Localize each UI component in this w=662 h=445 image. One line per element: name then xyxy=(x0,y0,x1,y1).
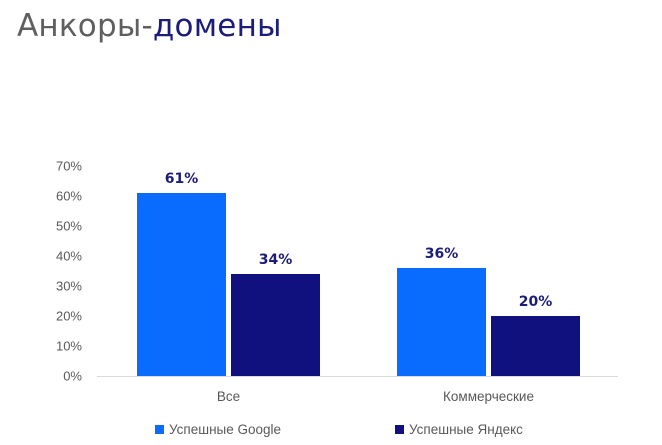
y-tick-label: 10% xyxy=(56,339,82,354)
y-axis-ticks: 0% 10% 20% 30% 40% 50% 60% 70% xyxy=(56,159,82,384)
y-tick-label: 30% xyxy=(56,279,82,294)
y-tick-label: 0% xyxy=(63,369,82,384)
bar-google-0 xyxy=(137,193,226,376)
y-tick-label: 70% xyxy=(56,159,82,174)
bar-yandex-1 xyxy=(491,316,580,376)
y-tick-label: 20% xyxy=(56,309,82,324)
legend-swatch-google xyxy=(155,425,164,434)
bar-yandex-0 xyxy=(231,274,320,376)
bar-google-1 xyxy=(397,268,486,376)
data-label: 36% xyxy=(425,246,459,262)
title-part-2: домены xyxy=(152,8,282,44)
y-tick-label: 60% xyxy=(56,189,82,204)
data-labels-group: 61% 36% 34% 20% xyxy=(165,171,553,310)
page-title: Анкоры-домены xyxy=(17,4,282,48)
category-labels-group: Все Коммерческие xyxy=(217,389,534,404)
legend: Успешные Google Успешные Яндекс xyxy=(155,422,523,437)
title-part-1: Анкоры- xyxy=(17,8,153,44)
legend-label-google: Успешные Google xyxy=(169,422,281,437)
y-tick-label: 40% xyxy=(56,249,82,264)
legend-swatch-yandex xyxy=(395,425,404,434)
x-category-label: Все xyxy=(217,389,240,404)
bars-group xyxy=(137,193,580,376)
data-label: 61% xyxy=(165,171,199,187)
data-label: 20% xyxy=(519,294,553,310)
data-label: 34% xyxy=(259,252,293,268)
x-category-label: Коммерческие xyxy=(443,389,534,404)
legend-label-yandex: Успешные Яндекс xyxy=(409,422,523,437)
y-tick-label: 50% xyxy=(56,219,82,234)
